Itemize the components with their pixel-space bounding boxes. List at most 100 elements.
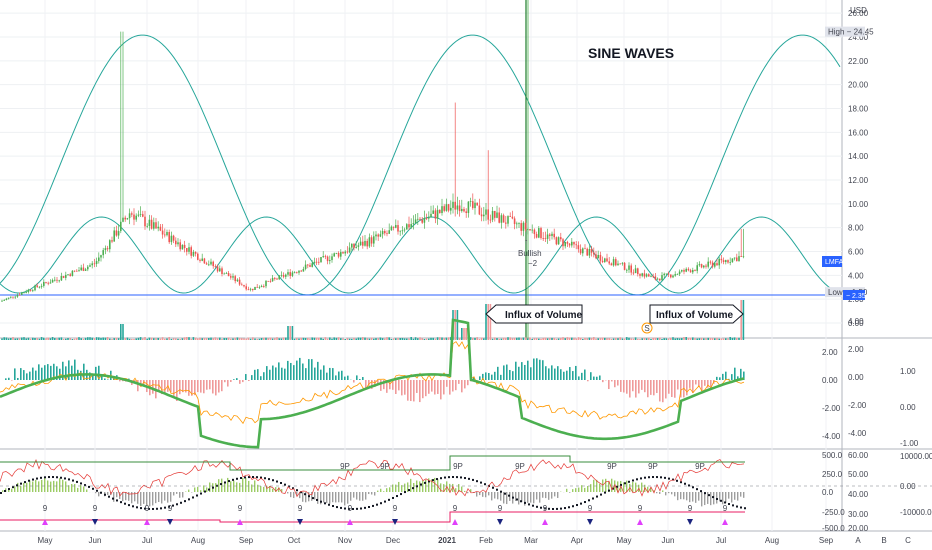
candle-body <box>364 240 366 246</box>
macd-hist-bar <box>200 380 202 393</box>
candle-body <box>705 265 707 267</box>
volume-bar <box>377 338 379 340</box>
candle-body <box>263 286 265 287</box>
candle-body <box>139 214 142 215</box>
osc-dot <box>396 495 398 498</box>
osc-hist-bar <box>545 492 547 499</box>
volume-bar <box>599 338 602 340</box>
volume-bar <box>21 337 23 340</box>
candle-body <box>126 218 129 220</box>
osc-hist-bar <box>68 485 70 492</box>
osc-tick-left: -500.0 <box>822 524 845 533</box>
candle-body <box>656 278 659 280</box>
candle-body <box>522 222 525 231</box>
volume-bar <box>210 337 212 340</box>
high-badge-bg <box>825 26 865 37</box>
osc-dot <box>160 507 162 510</box>
candle-body <box>111 240 113 242</box>
volume-bar <box>265 337 267 340</box>
osc-dot <box>24 481 26 484</box>
candle-body <box>271 278 274 282</box>
osc-hist-bar <box>458 484 460 492</box>
macd-hist-bar <box>320 369 322 380</box>
macd-hist-bar <box>410 380 412 402</box>
volume-bar <box>29 338 32 340</box>
candle-body <box>397 225 399 232</box>
macd-hist-bar <box>5 378 7 380</box>
candle-body <box>703 265 705 268</box>
macd-hist-bar <box>227 380 229 387</box>
macd-hist-bar <box>608 380 610 390</box>
volume-bar <box>661 338 663 340</box>
volume-bar <box>447 337 450 340</box>
pane-button[interactable]: C <box>905 536 911 545</box>
volume-bar <box>648 337 650 340</box>
candle-body <box>496 212 498 218</box>
volume-bar <box>650 338 652 340</box>
osc-dot <box>100 491 102 494</box>
candle-body <box>551 233 553 236</box>
osc-dot <box>52 476 54 479</box>
candle-body <box>340 252 342 257</box>
macd-hist-bar <box>644 380 646 393</box>
volume-bar <box>219 337 221 340</box>
time-tick-label: Sep <box>819 536 834 545</box>
osc-dot <box>456 476 458 479</box>
volume-bar <box>364 337 366 340</box>
candle-body <box>626 269 628 271</box>
candle-body <box>527 229 529 230</box>
macd-hist-bar <box>485 372 487 380</box>
osc-hist-bar <box>248 480 250 492</box>
volume-bar <box>575 338 577 340</box>
osc-dot <box>308 495 310 498</box>
macd-hist-bar <box>335 375 337 380</box>
volume-bar <box>337 337 340 340</box>
macd-hist-bar <box>482 373 484 380</box>
chart-title: SINE WAVES <box>588 45 674 61</box>
candle-body <box>5 298 8 301</box>
volume-bar <box>654 337 657 340</box>
candle-body <box>346 251 349 253</box>
volume-bar <box>12 337 14 340</box>
osc-hist-bar <box>386 488 388 492</box>
sell-triangle-icon <box>297 519 303 525</box>
osc-hist-bar <box>338 492 340 503</box>
macd-hist-bar <box>122 380 124 382</box>
candle-body <box>122 217 124 222</box>
candle-body <box>443 206 445 211</box>
sell-triangle-icon <box>497 519 503 525</box>
osc-hist-bar <box>269 485 271 492</box>
volume-bar <box>234 337 236 340</box>
candle-body <box>401 230 404 232</box>
price-tick-label: 16.00 <box>848 128 869 137</box>
macd-hist-bar <box>173 380 175 398</box>
volume-bar <box>16 338 19 340</box>
candle-body <box>733 257 736 259</box>
osc-hist-bar <box>401 485 403 492</box>
volume-bar <box>274 338 276 340</box>
macd-hist-bar <box>452 380 454 392</box>
osc-dot <box>164 506 166 509</box>
osc-dot <box>420 483 422 486</box>
volume-bar <box>610 338 613 340</box>
volume-bar <box>329 337 331 340</box>
macd-hist-bar <box>716 376 718 380</box>
volume-bar <box>267 338 269 340</box>
macd-hist-bar <box>611 380 613 382</box>
volume-bar <box>49 338 52 340</box>
candle-body <box>641 273 643 276</box>
pane-button[interactable]: A <box>855 536 861 545</box>
candle-body <box>249 288 252 290</box>
macd-hist-bar <box>383 380 385 390</box>
candle-body <box>142 214 144 217</box>
candle-body <box>425 218 428 220</box>
macd-hist-bar <box>107 379 109 380</box>
support-badge-bg <box>843 289 865 300</box>
volume-bar <box>102 337 104 340</box>
volume-bar <box>403 338 406 340</box>
pane-button[interactable]: B <box>881 536 886 545</box>
candle-body <box>454 201 456 210</box>
candle-body <box>32 290 34 292</box>
osc-hist-bar <box>353 492 355 498</box>
candle-body <box>608 261 610 264</box>
